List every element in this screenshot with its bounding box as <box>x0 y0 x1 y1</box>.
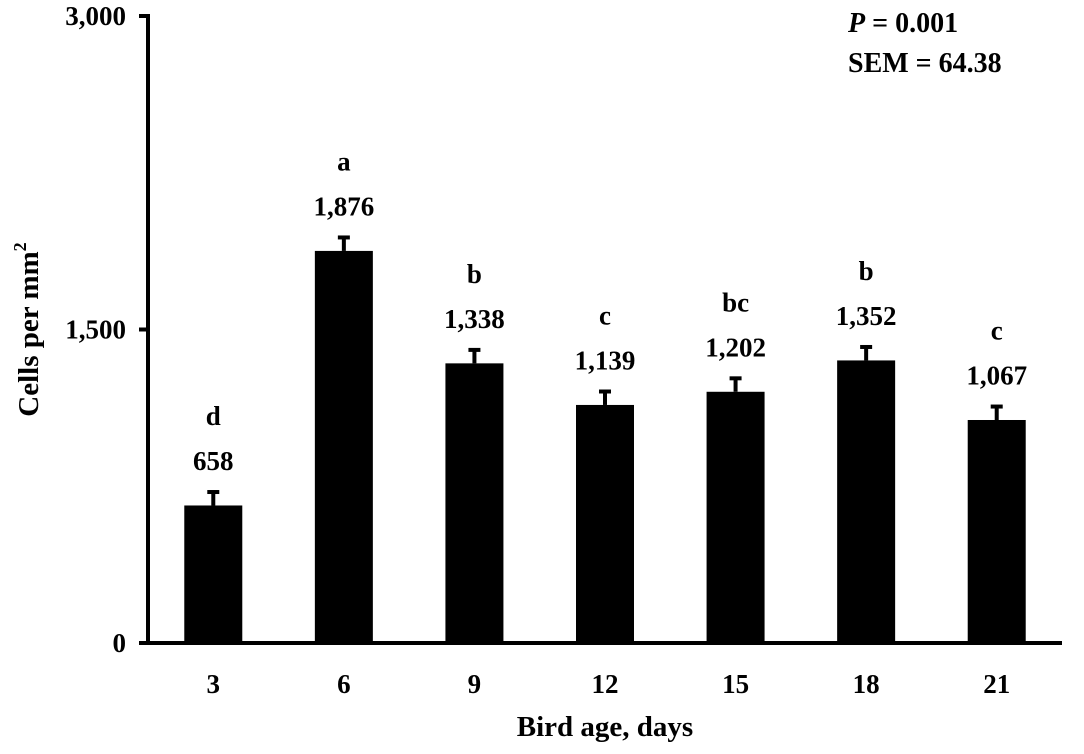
x-tick-label: 6 <box>337 669 351 699</box>
y-ticks-layer: 0 1,500 3,000 <box>65 1 148 658</box>
p-value-annotation: P = 0.001 <box>847 8 958 39</box>
x-tick-label: 18 <box>853 669 880 699</box>
y-axis-title-superscript: 2 <box>10 242 30 251</box>
p-symbol: P <box>847 8 866 39</box>
y-axis-title: Cells per mm2 <box>10 242 45 416</box>
bar <box>706 391 765 643</box>
significance-letter: c <box>599 300 611 330</box>
x-tick-label: 21 <box>983 669 1010 699</box>
bar <box>314 250 373 643</box>
significance-letter: bc <box>722 287 749 317</box>
bar <box>576 404 634 643</box>
y-tick-label: 0 <box>113 628 127 658</box>
bar-value-label: 1,352 <box>836 301 897 331</box>
bar-value-label: 1,876 <box>313 191 374 221</box>
significance-letter: b <box>467 259 482 289</box>
x-axis-title: Bird age, days <box>517 711 693 743</box>
bar <box>184 505 243 643</box>
bar <box>445 363 504 643</box>
bar <box>967 419 1026 643</box>
x-tick-label: 15 <box>722 669 749 699</box>
error-bars-layer <box>207 235 1003 506</box>
bar-value-label: 1,067 <box>966 361 1027 391</box>
y-tick-label: 1,500 <box>65 315 126 345</box>
bar-value-label: 1,139 <box>575 345 636 375</box>
bar-value-label: 1,338 <box>444 304 505 334</box>
x-tick-label: 3 <box>207 669 221 699</box>
y-axis-title-text: Cells per mm <box>13 251 45 416</box>
bar-labels-layer: 658 d 1,876 a 1,338 b 1,139 c 1,202 bc 1,352 b 1,067… <box>193 146 1027 476</box>
x-ticks-layer: 3 6 9 12 15 18 21 <box>207 669 1011 699</box>
significance-letter: b <box>859 256 874 286</box>
x-tick-label: 12 <box>592 669 619 699</box>
significance-letter: c <box>991 316 1003 346</box>
bar <box>837 360 896 643</box>
significance-letter: d <box>206 401 221 431</box>
bar-value-label: 658 <box>193 446 234 476</box>
bars-layer <box>184 250 1026 643</box>
sem-annotation: SEM = 64.38 <box>848 48 1002 79</box>
x-tick-label: 9 <box>468 669 482 699</box>
significance-letter: a <box>337 146 351 176</box>
bar-value-label: 1,202 <box>705 332 766 362</box>
y-tick-label: 3,000 <box>65 1 126 31</box>
p-value-text: = 0.001 <box>865 8 958 39</box>
